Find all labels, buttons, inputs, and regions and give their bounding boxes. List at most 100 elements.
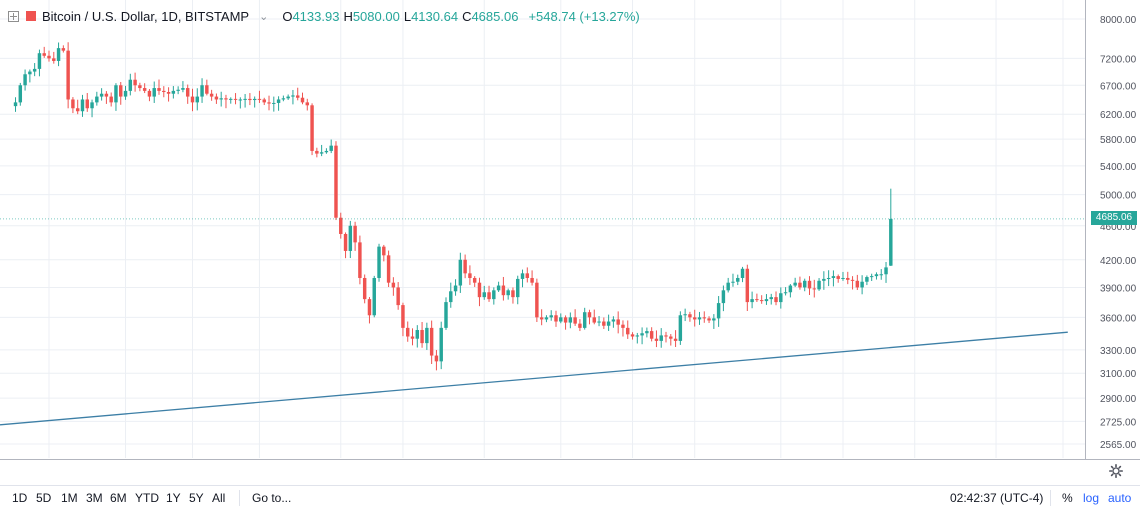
percent-scale-button[interactable]: % [1062, 491, 1073, 505]
candle-body [477, 282, 482, 298]
candle-body [257, 98, 262, 100]
price-chart[interactable]: 8000.00 7200.00 6700.00 6200.00 5800.00 5400.… [0, 0, 1140, 460]
candle-body [496, 285, 501, 291]
candle-body [23, 74, 27, 86]
price-tick-label: 3900.00 [1100, 283, 1137, 294]
candle-body [798, 282, 802, 288]
candle-body [453, 285, 458, 292]
range-ytd-button[interactable]: YTD [135, 491, 159, 505]
candle-body [85, 99, 89, 109]
chart-canvas[interactable]: 8000.00 7200.00 6700.00 6200.00 5800.00 5400.… [0, 0, 1140, 460]
candle-body [630, 334, 635, 337]
range-1d-button[interactable]: 1D [12, 491, 28, 505]
candle-body [372, 277, 376, 316]
candle-body [104, 93, 109, 97]
candle-body [119, 85, 123, 97]
clock-readout[interactable]: 02:42:37 (UTC-4) [950, 491, 1044, 505]
candle-body [329, 145, 333, 151]
candle-body [138, 85, 142, 89]
high-label: H [343, 8, 353, 24]
candle-body [578, 323, 582, 328]
candle-body [300, 97, 305, 103]
candle-body [28, 71, 32, 75]
candle-body [382, 246, 386, 256]
candle-body [645, 331, 649, 334]
candle-body [769, 297, 773, 300]
candle-body [181, 88, 185, 90]
candle-body [123, 90, 128, 97]
symbol-title[interactable]: Bitcoin / U.S. Dollar, 1D, BITSTAMP [42, 8, 250, 24]
candle-body [209, 93, 214, 97]
range-1y-button[interactable]: 1Y [166, 491, 181, 505]
candle-body [582, 312, 587, 328]
candle-body [32, 68, 37, 72]
candle-body [802, 280, 807, 288]
candle-body [224, 98, 228, 100]
candle-body [712, 318, 716, 321]
candle-body [324, 150, 329, 153]
candle-body [626, 327, 630, 335]
price-tick-label: 6700.00 [1100, 81, 1137, 92]
candle-body [707, 318, 711, 321]
candle-body [750, 299, 754, 303]
candle-body [444, 302, 448, 328]
collapse-legend-icon[interactable] [8, 10, 19, 22]
price-tick-label: 6200.00 [1100, 110, 1137, 121]
auto-scale-button[interactable]: auto [1108, 491, 1132, 505]
candle-body [252, 98, 257, 101]
candle-body [855, 280, 860, 288]
candle-body [415, 330, 420, 339]
candle-body [721, 290, 726, 304]
candle-body [592, 317, 596, 323]
goto-button[interactable]: Go to... [252, 491, 292, 505]
candle-body [807, 280, 812, 289]
candle-body [649, 331, 654, 339]
candle-body [884, 267, 888, 275]
candle-body [539, 317, 544, 320]
candle-body [673, 338, 678, 341]
candle-body [99, 93, 104, 97]
candle-body [42, 53, 46, 56]
candle-body [697, 317, 702, 320]
candle-body [185, 88, 190, 97]
range-3m-button[interactable]: 3M [86, 491, 103, 505]
toolbar-divider [1050, 490, 1051, 506]
last-price-badge: 4685.06 [1091, 211, 1137, 225]
candle-body [487, 292, 491, 300]
candle-body [549, 315, 553, 318]
range-1m-button[interactable]: 1M [61, 491, 78, 505]
candle-body [37, 53, 42, 69]
price-tick-label: 4600.00 [1100, 222, 1137, 233]
candle-body [654, 338, 659, 341]
range-all-button[interactable]: All [212, 491, 226, 505]
candle-body [348, 225, 353, 251]
candle-body [788, 285, 793, 293]
candle-body [334, 145, 338, 218]
candle-body [544, 317, 549, 320]
candle-body [740, 268, 745, 278]
candle-body [142, 88, 147, 91]
range-5d-button[interactable]: 5D [36, 491, 52, 505]
candle-body [291, 95, 295, 97]
candle-body [214, 96, 219, 100]
candle-body [836, 276, 840, 279]
candle-body [133, 79, 137, 86]
log-scale-button[interactable]: log [1083, 491, 1100, 505]
range-5y-button[interactable]: 5Y [189, 491, 204, 505]
candle-body [865, 277, 869, 282]
gear-icon[interactable] [1109, 464, 1123, 478]
candle-body [243, 98, 247, 100]
range-6m-button[interactable]: 6M [110, 491, 127, 505]
candle-body [425, 327, 429, 344]
price-tick-label: 7200.00 [1100, 54, 1137, 65]
candle-body [525, 273, 530, 278]
candle-body [846, 277, 850, 280]
chevron-down-icon[interactable]: ⌄ [259, 10, 269, 23]
candle-body [281, 98, 286, 100]
candle-body [114, 85, 118, 103]
price-tick-label: 3100.00 [1100, 369, 1137, 380]
candle-body [166, 92, 171, 94]
open-value: 4133.93 [292, 8, 340, 24]
price-tick-label: 2725.00 [1100, 417, 1137, 428]
candle-body [56, 48, 61, 61]
